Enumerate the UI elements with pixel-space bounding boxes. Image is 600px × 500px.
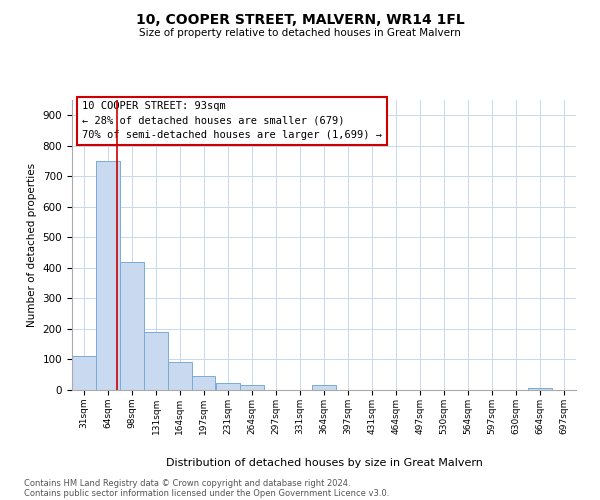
Y-axis label: Number of detached properties: Number of detached properties (27, 163, 37, 327)
Bar (121, 262, 144, 390)
Bar (144, 332, 168, 390)
Bar (72, 356, 96, 390)
Bar (312, 386, 336, 390)
Bar (216, 384, 240, 390)
Bar (96, 161, 119, 390)
Bar (240, 384, 264, 390)
Text: Size of property relative to detached houses in Great Malvern: Size of property relative to detached ho… (139, 28, 461, 38)
Text: 10 COOPER STREET: 93sqm
← 28% of detached houses are smaller (679)
70% of semi-d: 10 COOPER STREET: 93sqm ← 28% of detache… (82, 102, 382, 140)
Bar (529, 388, 552, 390)
Bar (191, 376, 215, 390)
Text: Distribution of detached houses by size in Great Malvern: Distribution of detached houses by size … (166, 458, 482, 468)
Text: Contains public sector information licensed under the Open Government Licence v3: Contains public sector information licen… (24, 489, 389, 498)
Bar (168, 362, 191, 390)
Text: 10, COOPER STREET, MALVERN, WR14 1FL: 10, COOPER STREET, MALVERN, WR14 1FL (136, 12, 464, 26)
Text: Contains HM Land Registry data © Crown copyright and database right 2024.: Contains HM Land Registry data © Crown c… (24, 479, 350, 488)
